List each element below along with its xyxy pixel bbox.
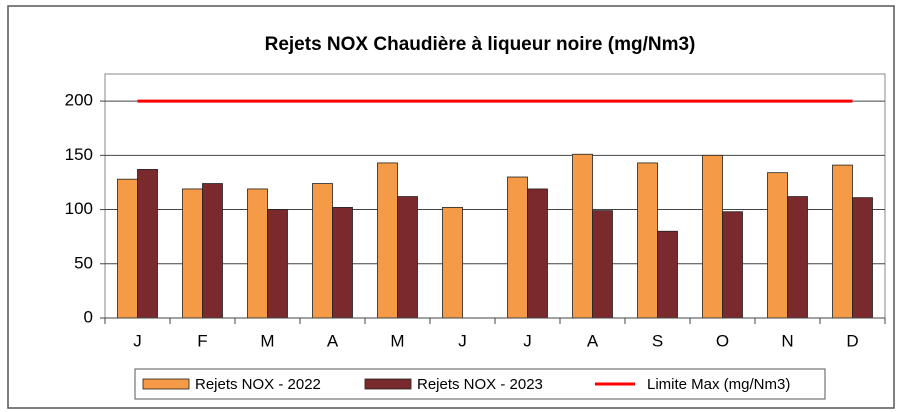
x-tick-label: F bbox=[197, 331, 207, 350]
bar bbox=[702, 154, 723, 319]
legend-swatch bbox=[142, 378, 190, 390]
x-tick-label: A bbox=[587, 331, 599, 350]
bar bbox=[397, 196, 418, 319]
bar bbox=[377, 162, 398, 319]
x-tick-label: O bbox=[716, 331, 729, 350]
bar bbox=[572, 153, 593, 319]
bar bbox=[852, 197, 873, 319]
bar bbox=[832, 164, 853, 319]
bar bbox=[637, 162, 658, 319]
y-tick-label: 200 bbox=[65, 91, 93, 110]
x-tick-label: N bbox=[781, 331, 793, 350]
bar bbox=[592, 210, 613, 319]
bar bbox=[137, 169, 158, 319]
legend-swatch bbox=[364, 378, 412, 390]
legend-label: Limite Max (mg/Nm3) bbox=[647, 376, 790, 393]
x-tick-label: M bbox=[390, 331, 404, 350]
bar bbox=[202, 183, 223, 319]
y-tick-label: 50 bbox=[74, 253, 93, 272]
chart-title: Rejets NOX Chaudière à liqueur noire (mg… bbox=[265, 34, 696, 55]
bar bbox=[312, 183, 333, 319]
legend-label: Rejets NOX - 2022 bbox=[195, 376, 321, 393]
x-tick-label: J bbox=[458, 331, 467, 350]
bar bbox=[332, 206, 353, 319]
bar bbox=[247, 188, 268, 319]
legend-label: Rejets NOX - 2023 bbox=[417, 376, 543, 393]
bar bbox=[442, 206, 463, 319]
x-tick-label: J bbox=[133, 331, 142, 350]
bar bbox=[657, 230, 678, 319]
bar bbox=[182, 188, 203, 319]
x-tick-label: M bbox=[260, 331, 274, 350]
y-tick-label: 0 bbox=[84, 307, 93, 326]
y-tick-label: 100 bbox=[65, 199, 93, 218]
y-tick-label: 150 bbox=[65, 145, 93, 164]
bar bbox=[507, 176, 528, 319]
bar bbox=[722, 211, 743, 319]
bar bbox=[117, 178, 138, 319]
x-tick-label: A bbox=[327, 331, 339, 350]
bar bbox=[527, 188, 548, 319]
bar bbox=[767, 172, 788, 319]
bar bbox=[787, 196, 808, 319]
legend-box bbox=[134, 368, 826, 400]
x-tick-label: S bbox=[652, 331, 663, 350]
x-tick-label: J bbox=[523, 331, 532, 350]
bar bbox=[267, 209, 288, 319]
plot-border bbox=[104, 73, 886, 319]
x-tick-label: D bbox=[846, 331, 858, 350]
